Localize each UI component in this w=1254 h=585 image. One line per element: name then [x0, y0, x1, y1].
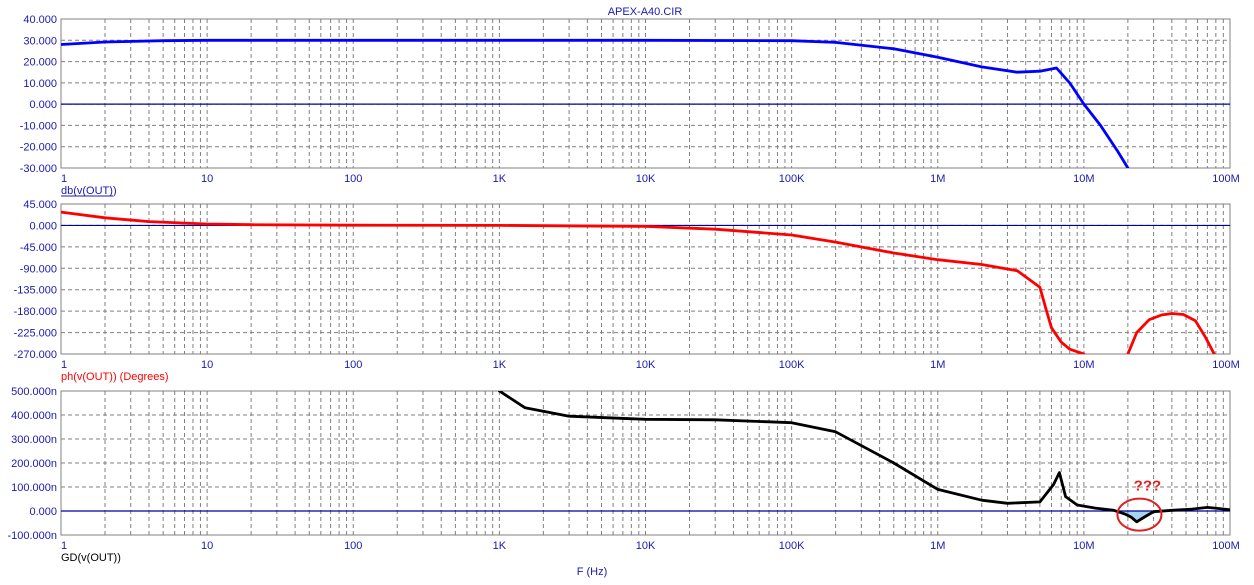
y-tick-label: 0.000	[29, 506, 57, 518]
series-line	[61, 38, 1130, 168]
x-tick-label: 1M	[930, 540, 945, 552]
plot-frame	[60, 18, 1231, 169]
y-tick-label: -180.000	[14, 306, 57, 318]
x-tick-label: 1K	[493, 540, 507, 552]
y-tick-label: 45.000	[23, 199, 57, 211]
x-tick-label: 10M	[1073, 359, 1094, 371]
x-tick-label: 1	[61, 173, 67, 185]
x-tick-label: 10K	[636, 359, 656, 371]
y-tick-label: -10.000	[20, 120, 57, 132]
x-tick-label: 10	[201, 540, 213, 552]
x-tick-label: 1M	[930, 173, 945, 185]
y-tick-label: -135.000	[14, 285, 57, 297]
x-tick-label: 10K	[636, 173, 656, 185]
plot-panel-2: 45.000 0.000 -45.000 -90.000 -135.000 -180.00…	[14, 199, 1240, 383]
y-tick-label: 0.000	[29, 220, 57, 232]
y-tick-label: 10.000	[23, 78, 57, 90]
y-tick-label: -100.000n	[7, 530, 57, 542]
x-tick-label: 100K	[779, 359, 805, 371]
x-axis-label: F (Hz)	[577, 566, 608, 578]
y-axis-label: db(v(OUT))	[61, 185, 117, 197]
y-tick-label: -270.000	[14, 349, 57, 361]
x-tick-label: 1	[61, 359, 67, 371]
x-tick-label: 10M	[1073, 540, 1094, 552]
y-tick-label: 0.000	[29, 99, 57, 111]
x-tick-label: 100M	[1212, 173, 1240, 185]
y-tick-label: 30.000	[23, 35, 57, 47]
x-tick-label: 1	[61, 540, 67, 552]
x-tick-label: 10	[201, 359, 213, 371]
x-tick-label: 1K	[493, 173, 507, 185]
annotation-label: ???	[1134, 478, 1162, 495]
y-tick-label: -225.000	[14, 328, 57, 340]
x-tick-label: 100	[344, 359, 362, 371]
chart-title: APEX-A40.CIR	[608, 6, 683, 18]
series-line	[1126, 312, 1216, 354]
series-line	[61, 210, 1086, 354]
y-tick-label: 20.000	[23, 57, 57, 69]
y-tick-label: 400.000n	[11, 410, 57, 422]
x-tick-label: 10	[201, 173, 213, 185]
x-tick-label: 100K	[779, 540, 805, 552]
plot-panel-3: 500.000n 400.000n 300.000n 200.000n 100.000n…	[7, 386, 1239, 578]
series-line	[498, 391, 1230, 524]
x-tick-label: 100M	[1212, 540, 1240, 552]
y-tick-label: 40.000	[23, 14, 57, 26]
y-tick-label: -30.000	[20, 163, 57, 175]
plot-frame	[60, 390, 1231, 536]
x-tick-label: 100	[344, 540, 362, 552]
x-tick-label: 100K	[779, 173, 805, 185]
y-tick-label: -90.000	[20, 263, 57, 275]
annotation-circle	[1116, 497, 1163, 532]
x-tick-label: 100M	[1212, 359, 1240, 371]
x-tick-label: 10K	[636, 540, 656, 552]
y-tick-label: 200.000n	[11, 458, 57, 470]
y-tick-label: 100.000n	[11, 482, 57, 494]
y-tick-label: 500.000n	[11, 386, 57, 398]
x-tick-label: 1K	[493, 359, 507, 371]
x-tick-label: 10M	[1073, 173, 1094, 185]
y-tick-label: 300.000n	[11, 434, 57, 446]
x-tick-label: 100	[344, 173, 362, 185]
x-tick-label: 1M	[930, 359, 945, 371]
plot-frame	[60, 203, 1231, 355]
y-tick-label: -45.000	[20, 242, 57, 254]
y-axis-label: ph(v(OUT)) (Degrees)	[61, 371, 169, 383]
y-axis-label: GD(v(OUT))	[61, 552, 121, 564]
y-tick-label: -20.000	[20, 142, 57, 154]
plot-panel-1: 40.000 30.000 20.000 10.000 0.000 -10.000 -20.…	[20, 14, 1240, 197]
